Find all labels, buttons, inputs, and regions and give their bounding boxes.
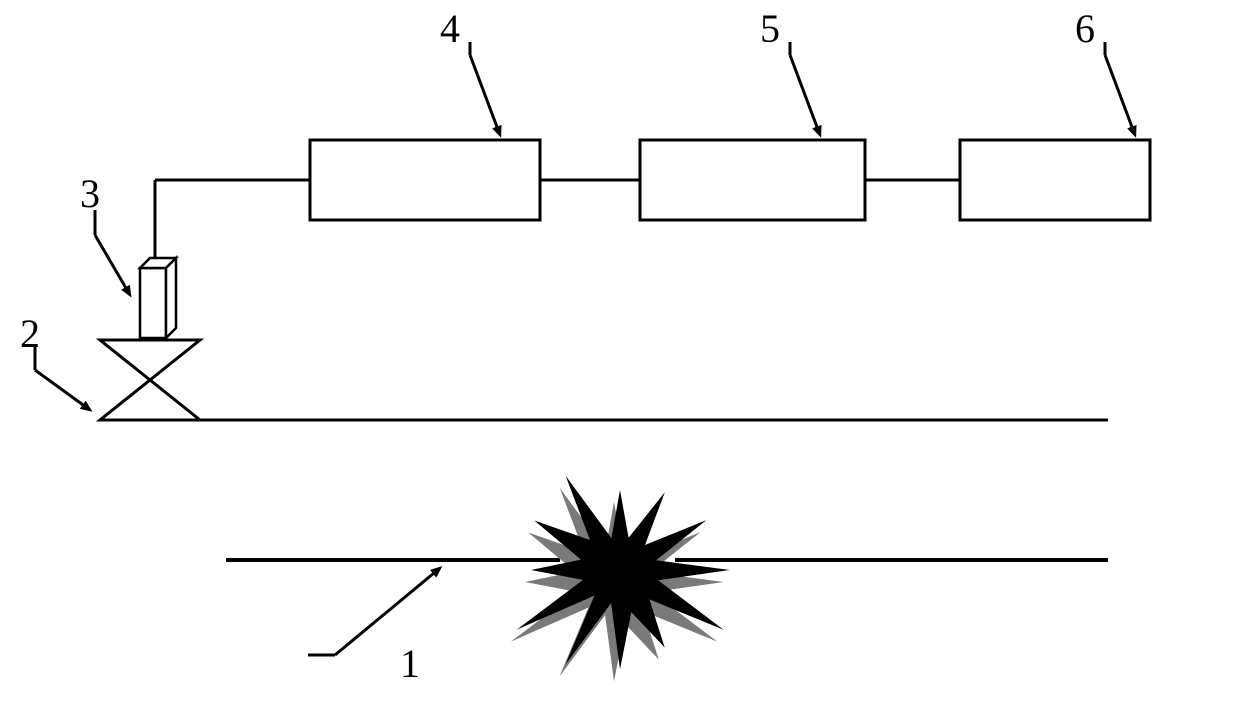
arrow-1 bbox=[308, 568, 440, 655]
arrow-5 bbox=[790, 42, 820, 135]
label-6: 6 bbox=[1075, 5, 1095, 52]
label-3: 3 bbox=[80, 170, 100, 217]
valve-icon bbox=[100, 340, 200, 420]
label-5: 5 bbox=[760, 5, 780, 52]
arrow-2 bbox=[35, 345, 90, 410]
arrow-3 bbox=[95, 210, 130, 295]
box-6 bbox=[960, 140, 1150, 220]
label-2: 2 bbox=[20, 310, 40, 357]
explosion-icon bbox=[511, 476, 730, 682]
arrow-4 bbox=[470, 42, 500, 135]
label-1: 1 bbox=[400, 640, 420, 687]
box-5 bbox=[640, 140, 865, 220]
box-4 bbox=[310, 140, 540, 220]
label-4: 4 bbox=[440, 5, 460, 52]
sensor-icon bbox=[140, 258, 176, 338]
arrow-6 bbox=[1105, 42, 1135, 135]
diagram-svg bbox=[0, 0, 1240, 707]
